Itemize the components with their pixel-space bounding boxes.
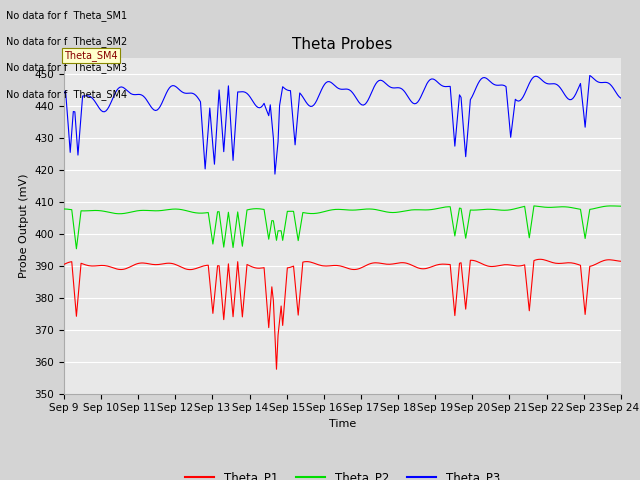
Legend: Theta_P1, Theta_P2, Theta_P3: Theta_P1, Theta_P2, Theta_P3	[180, 466, 505, 480]
Text: Theta_SM4: Theta_SM4	[64, 50, 118, 61]
Text: No data for f  Theta_SM3: No data for f Theta_SM3	[6, 62, 127, 73]
Title: Theta Probes: Theta Probes	[292, 37, 392, 52]
Y-axis label: Probe Output (mV): Probe Output (mV)	[19, 173, 29, 278]
Text: No data for f  Theta_SM1: No data for f Theta_SM1	[6, 10, 127, 21]
Text: No data for f  Theta_SM4: No data for f Theta_SM4	[6, 89, 127, 100]
Text: No data for f  Theta_SM2: No data for f Theta_SM2	[6, 36, 127, 47]
X-axis label: Time: Time	[329, 419, 356, 429]
